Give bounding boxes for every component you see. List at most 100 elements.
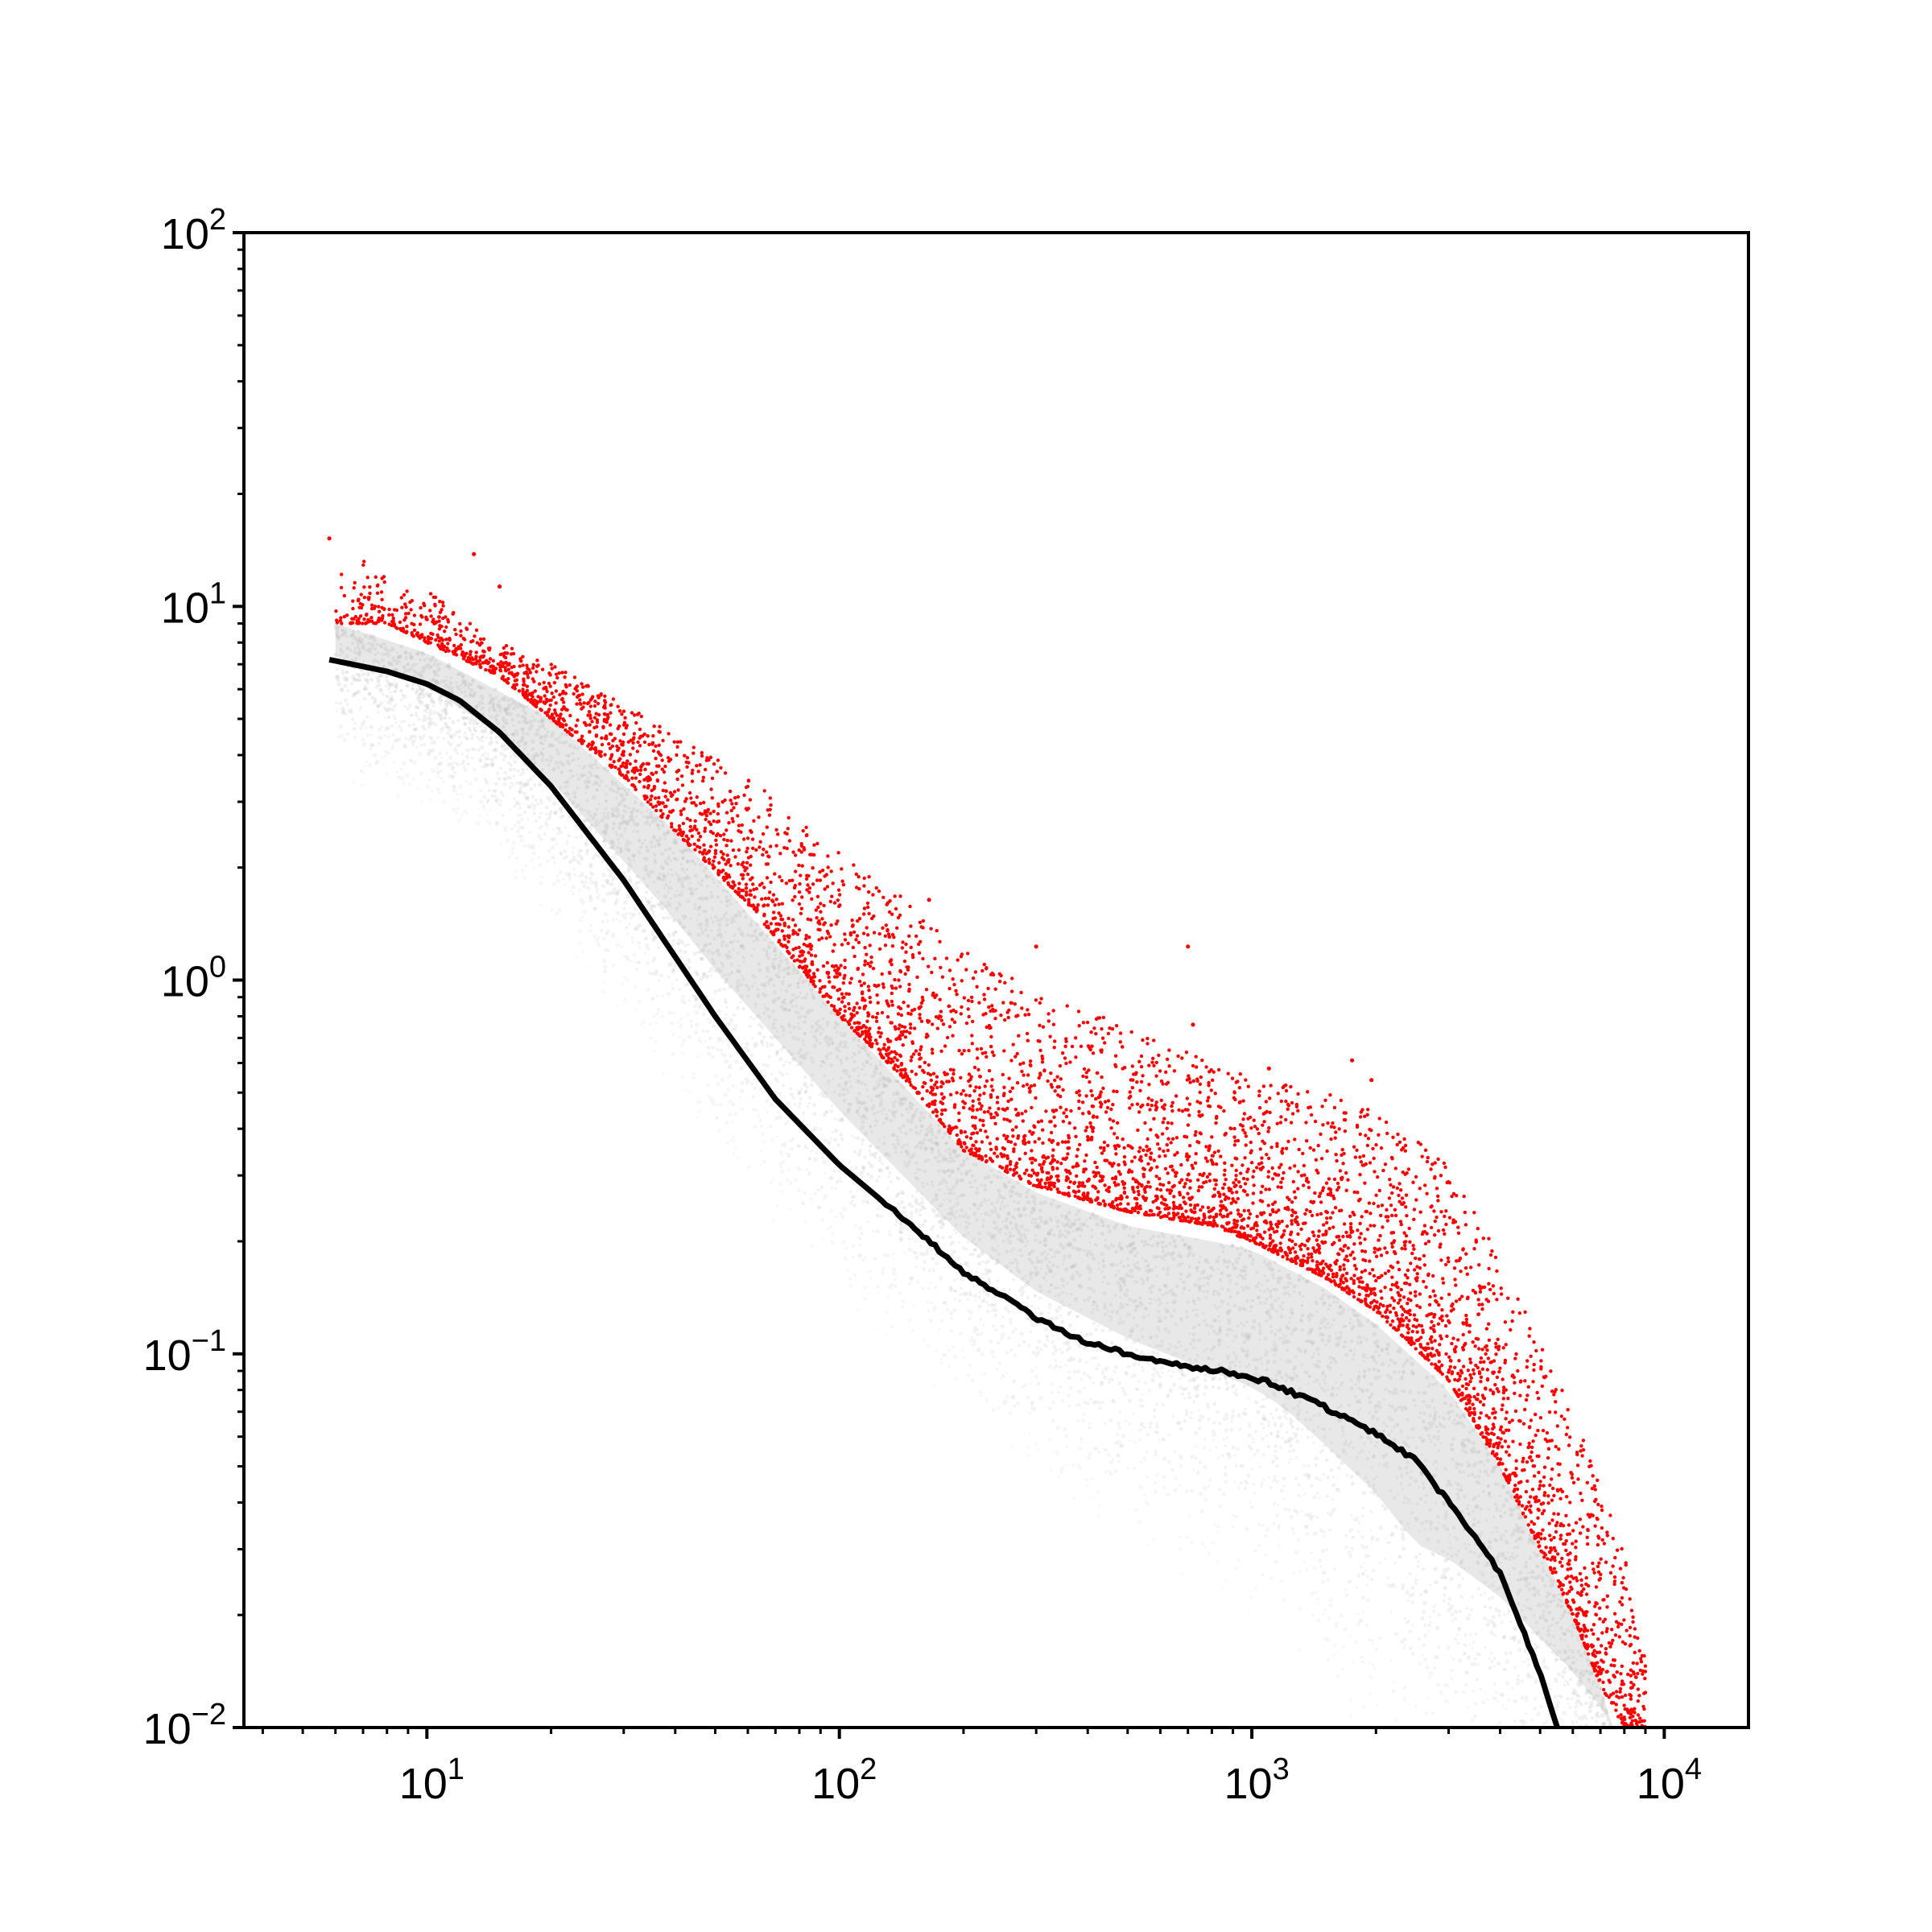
density-point bbox=[603, 964, 608, 969]
density-point bbox=[1302, 1464, 1306, 1468]
density-point bbox=[732, 1084, 735, 1088]
density-point bbox=[875, 1229, 880, 1234]
density-point bbox=[1434, 1579, 1439, 1585]
density-point bbox=[602, 980, 606, 984]
density-point bbox=[1097, 1514, 1100, 1517]
density-point bbox=[716, 1047, 720, 1051]
density-point bbox=[1534, 1647, 1538, 1651]
density-point bbox=[1332, 1643, 1337, 1648]
density-point bbox=[881, 1271, 886, 1276]
density-point bbox=[1240, 1322, 1243, 1326]
density-point bbox=[1295, 1439, 1300, 1443]
density-point bbox=[1549, 1687, 1552, 1690]
density-point bbox=[1523, 1720, 1528, 1725]
density-point bbox=[952, 1308, 956, 1312]
density-point bbox=[568, 859, 574, 864]
density-point bbox=[1285, 1430, 1289, 1434]
density-point bbox=[716, 1128, 722, 1133]
density-point bbox=[1155, 1430, 1159, 1435]
density-point bbox=[1509, 1620, 1513, 1624]
density-point bbox=[528, 831, 531, 834]
density-point bbox=[1318, 1558, 1323, 1563]
density-point bbox=[358, 708, 361, 712]
density-point bbox=[357, 672, 361, 676]
density-point bbox=[555, 911, 559, 916]
density-point bbox=[711, 1046, 716, 1051]
density-point bbox=[934, 1286, 938, 1290]
density-point bbox=[1430, 1620, 1433, 1624]
density-point bbox=[1173, 1450, 1177, 1453]
density-point bbox=[1401, 1532, 1406, 1537]
density-point bbox=[436, 774, 440, 778]
density-point bbox=[565, 780, 570, 785]
density-point bbox=[479, 724, 482, 728]
density-point bbox=[1224, 1428, 1228, 1433]
density-point bbox=[634, 985, 638, 989]
density-point bbox=[1334, 1621, 1338, 1625]
density-point bbox=[861, 1258, 865, 1262]
density-point bbox=[466, 762, 470, 766]
density-point bbox=[877, 1159, 882, 1163]
density-point bbox=[342, 675, 348, 681]
density-point bbox=[383, 734, 386, 737]
density-point bbox=[650, 905, 654, 910]
density-point bbox=[1459, 1560, 1463, 1565]
density-point bbox=[1417, 1560, 1420, 1563]
density-point bbox=[526, 818, 530, 821]
density-point bbox=[1239, 1481, 1244, 1485]
density-point bbox=[727, 1077, 729, 1080]
density-point bbox=[1177, 1421, 1182, 1426]
density-point bbox=[719, 1048, 723, 1052]
density-point bbox=[578, 874, 581, 878]
density-point bbox=[927, 1309, 931, 1313]
density-point bbox=[759, 1070, 762, 1073]
density-point bbox=[1468, 1613, 1472, 1616]
density-point bbox=[1077, 1402, 1081, 1407]
density-point bbox=[956, 1278, 959, 1280]
density-point bbox=[625, 912, 629, 916]
density-point bbox=[1555, 1700, 1560, 1705]
density-point bbox=[902, 1251, 906, 1254]
density-point bbox=[1571, 1697, 1574, 1700]
density-point bbox=[846, 1268, 849, 1272]
density-point bbox=[1019, 1331, 1024, 1336]
density-point bbox=[1235, 1515, 1238, 1518]
density-point bbox=[498, 841, 503, 846]
density-point bbox=[997, 1194, 1002, 1198]
density-point bbox=[1595, 1712, 1600, 1716]
density-point bbox=[1064, 1434, 1068, 1438]
density-point bbox=[361, 741, 367, 747]
density-point bbox=[1219, 1504, 1223, 1509]
density-point bbox=[342, 710, 345, 714]
density-point bbox=[1153, 1489, 1158, 1494]
density-point bbox=[502, 758, 506, 762]
density-point bbox=[761, 1042, 765, 1046]
density-point bbox=[1023, 1384, 1027, 1388]
density-point bbox=[1404, 1617, 1406, 1620]
density-point bbox=[1030, 1406, 1034, 1410]
density-point bbox=[509, 856, 512, 859]
density-point bbox=[966, 1241, 969, 1244]
density-point bbox=[726, 1088, 731, 1092]
density-point bbox=[672, 1011, 675, 1014]
density-point bbox=[1035, 1323, 1039, 1327]
density-point bbox=[336, 667, 339, 671]
density-point bbox=[1324, 1318, 1327, 1322]
density-point bbox=[350, 717, 355, 721]
density-point bbox=[1111, 1262, 1116, 1267]
density-point bbox=[1554, 1677, 1558, 1682]
density-point bbox=[1259, 1301, 1263, 1305]
density-point bbox=[1232, 1383, 1236, 1387]
density-point bbox=[1005, 1372, 1008, 1375]
density-point bbox=[1494, 1690, 1498, 1695]
density-point bbox=[1132, 1412, 1135, 1415]
density-point bbox=[555, 842, 559, 846]
density-point bbox=[655, 1012, 659, 1015]
density-point bbox=[1282, 1484, 1286, 1488]
density-point bbox=[1096, 1489, 1100, 1494]
density-point bbox=[1484, 1646, 1487, 1649]
density-point bbox=[1225, 1417, 1229, 1420]
density-point bbox=[1096, 1363, 1100, 1367]
density-point bbox=[1360, 1535, 1364, 1539]
density-point bbox=[481, 723, 484, 726]
